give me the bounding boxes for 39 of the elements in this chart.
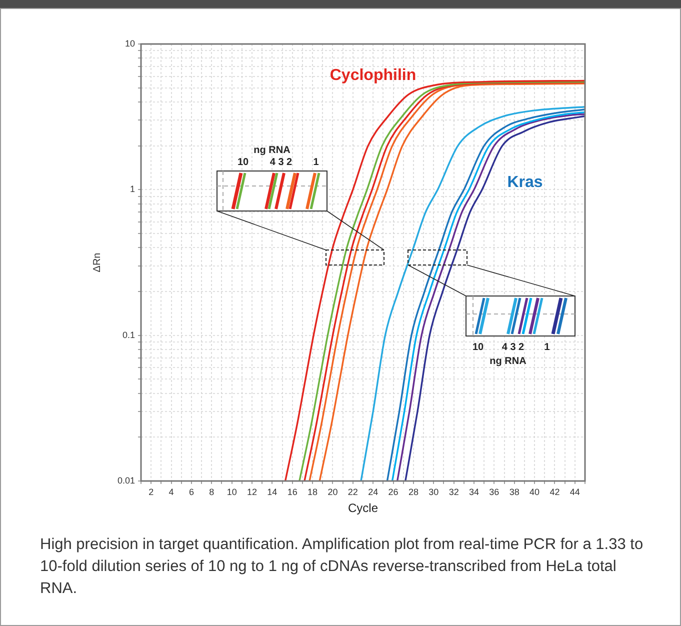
x-tick-label: 26	[388, 486, 398, 497]
x-tick-label: 8	[209, 486, 214, 497]
annotation: 10	[472, 342, 484, 353]
annotation: Kras	[506, 173, 544, 193]
x-tick-label: 18	[308, 486, 318, 497]
x-tick-label: 28	[408, 486, 418, 497]
annotation: 4 3 2	[270, 157, 292, 168]
x-axis-title: Cycle	[348, 501, 378, 516]
x-tick-label: 32	[448, 486, 459, 497]
y-tick-label: 0.1	[122, 330, 135, 340]
y-tick-label: 0.01	[117, 475, 135, 486]
x-tick-label: 6	[188, 486, 194, 497]
x-tick-label: 38	[509, 486, 520, 497]
x-tick-label: 2	[148, 486, 154, 497]
y-tick-label: 10	[124, 38, 135, 48]
annotation: ng RNA	[488, 356, 528, 368]
text: High precision in target quantification. Amplification plot from real-time PCR for a 1.33 to 10-fold dilution series of 10 ng to 1 ng of cDNAs reverse-transcribed from HeLa total RNA.	[40, 535, 644, 599]
x-tick-label: 34	[468, 486, 480, 497]
x-tick-label: 44	[570, 486, 580, 497]
x-tick-label: 42	[550, 486, 560, 497]
annotation: Cyclophilin	[328, 66, 418, 86]
x-tick-label: 30	[428, 486, 439, 497]
annotation: 1	[544, 342, 550, 353]
annotation: 10	[237, 157, 249, 168]
y-axis-title: ΔRn	[92, 252, 103, 272]
x-tick-label: 22	[348, 486, 358, 497]
x-tick-label: 24	[368, 486, 378, 497]
x-tick-label: 10	[226, 486, 237, 497]
y-tick-label: 1	[130, 184, 135, 194]
x-tick-label: 12	[246, 486, 258, 497]
x-tick-label: 36	[489, 486, 500, 497]
x-tick-label: 20	[328, 486, 338, 497]
x-tick-label: 40	[530, 486, 540, 497]
annotation: 1	[313, 157, 319, 168]
x-tick-label: 4	[168, 486, 174, 497]
x-tick-label: 16	[287, 486, 298, 497]
annotation: ng RNA	[252, 145, 292, 157]
annotation: 4 3 2	[502, 342, 524, 353]
x-tick-label: 14	[267, 486, 278, 497]
